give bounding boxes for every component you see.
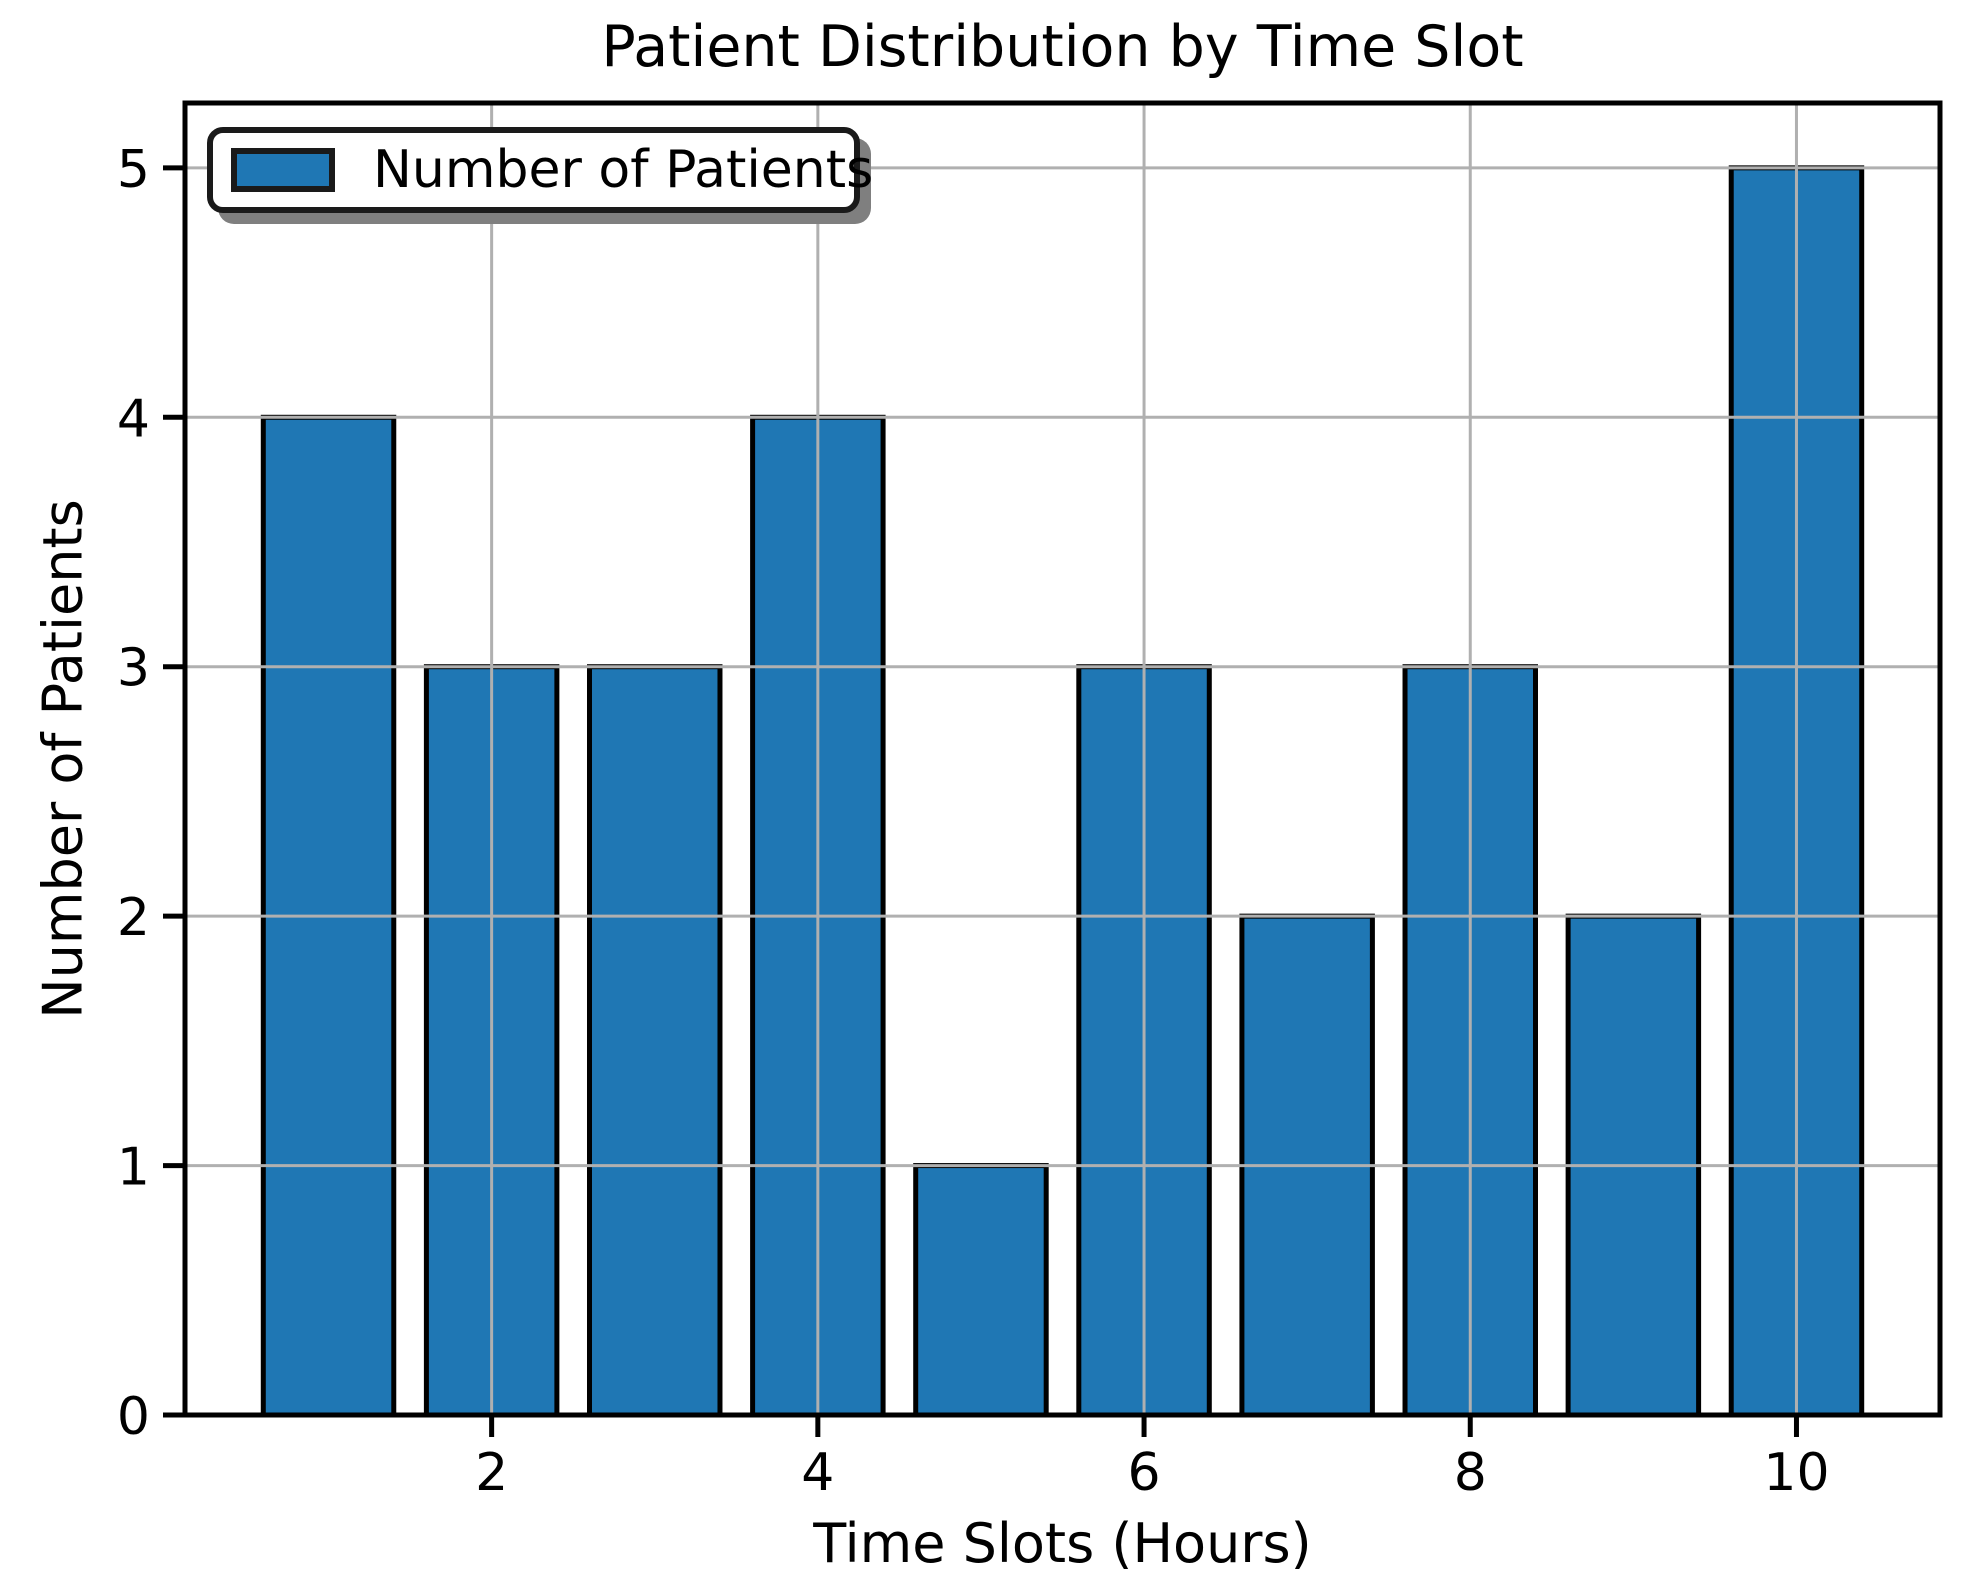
x-tick-label: 8 xyxy=(1454,1443,1487,1503)
x-tick-label: 10 xyxy=(1763,1443,1829,1503)
y-tick-label: 2 xyxy=(117,888,150,948)
legend: Number of Patients xyxy=(207,127,873,213)
y-tick-label: 4 xyxy=(117,389,150,449)
x-tick-label: 2 xyxy=(475,1443,508,1503)
y-tick-label: 0 xyxy=(117,1387,150,1447)
chart-title: Patient Distribution by Time Slot xyxy=(601,14,1524,80)
x-tick-label: 6 xyxy=(1128,1443,1161,1503)
y-tick-label: 1 xyxy=(117,1138,150,1198)
legend-swatch-icon xyxy=(231,148,335,192)
axes-spines xyxy=(182,100,1943,1418)
y-tick-label: 5 xyxy=(117,140,150,200)
x-tick-label: 4 xyxy=(801,1443,834,1503)
bar xyxy=(586,664,723,1418)
bar xyxy=(913,1163,1049,1418)
y-tick-label: 3 xyxy=(117,639,150,699)
x-axis-label: Time Slots (Hours) xyxy=(813,1512,1312,1575)
legend-label: Number of Patients xyxy=(373,140,874,200)
y-axis-label: Number of Patients xyxy=(31,499,95,1019)
